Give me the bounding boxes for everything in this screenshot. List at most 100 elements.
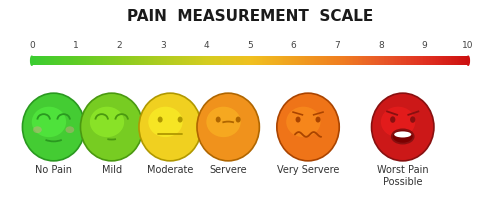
Bar	[98, 56, 100, 65]
Bar	[413, 56, 415, 65]
Bar	[190, 56, 192, 65]
Bar	[360, 56, 362, 65]
Bar	[269, 56, 271, 65]
Bar	[439, 56, 441, 65]
Bar	[154, 56, 156, 65]
Bar	[250, 56, 252, 65]
Bar	[288, 56, 290, 65]
Bar	[466, 56, 467, 65]
Ellipse shape	[22, 93, 85, 161]
Ellipse shape	[236, 117, 240, 123]
Bar	[106, 56, 108, 65]
Bar	[46, 56, 48, 65]
Bar	[365, 56, 367, 65]
Bar	[284, 56, 286, 65]
Bar	[124, 56, 126, 65]
Bar	[279, 56, 281, 65]
Bar	[164, 56, 166, 65]
Bar	[408, 56, 410, 65]
Bar	[102, 56, 103, 65]
Bar	[94, 56, 96, 65]
Bar	[126, 56, 128, 65]
Bar	[456, 56, 458, 65]
Bar	[234, 56, 236, 65]
Bar	[350, 56, 352, 65]
Bar	[406, 56, 407, 65]
Bar	[192, 56, 194, 65]
Bar	[173, 56, 175, 65]
Bar	[247, 56, 249, 65]
Bar	[104, 56, 106, 65]
Text: Mild: Mild	[102, 165, 121, 175]
Bar	[196, 56, 198, 65]
Bar	[204, 56, 206, 65]
Bar	[88, 56, 90, 65]
Bar	[183, 56, 185, 65]
Bar	[397, 56, 399, 65]
Bar	[446, 56, 448, 65]
Text: 0: 0	[29, 41, 34, 50]
Bar	[336, 56, 338, 65]
Bar	[436, 56, 438, 65]
Bar	[322, 56, 323, 65]
Bar	[170, 56, 172, 65]
Bar	[34, 56, 36, 65]
Bar	[348, 56, 350, 65]
Bar	[172, 56, 173, 65]
Ellipse shape	[381, 107, 415, 137]
Text: 2: 2	[116, 41, 122, 50]
Bar	[96, 56, 98, 65]
Bar	[282, 56, 284, 65]
Bar	[140, 56, 141, 65]
Bar	[151, 56, 153, 65]
Ellipse shape	[372, 93, 434, 161]
Bar	[178, 56, 180, 65]
Bar	[292, 56, 294, 65]
Bar	[136, 56, 138, 65]
Bar	[458, 56, 460, 65]
Bar	[376, 56, 378, 65]
Bar	[34, 56, 35, 65]
Bar	[404, 56, 406, 65]
Bar	[452, 56, 454, 65]
Bar	[342, 56, 344, 65]
Bar	[42, 56, 44, 65]
Bar	[295, 56, 297, 65]
Bar	[253, 56, 255, 65]
Bar	[384, 56, 386, 65]
Bar	[92, 56, 94, 65]
Bar	[186, 56, 188, 65]
Bar	[77, 56, 79, 65]
Bar	[98, 56, 99, 65]
Bar	[70, 56, 71, 65]
Bar	[152, 56, 154, 65]
Bar	[222, 56, 224, 65]
Text: 4: 4	[204, 41, 209, 50]
Bar	[464, 56, 466, 65]
Bar	[82, 56, 84, 65]
Bar	[125, 56, 127, 65]
Bar	[386, 56, 387, 65]
Ellipse shape	[394, 131, 411, 137]
Bar	[146, 56, 147, 65]
Bar	[135, 56, 137, 65]
Bar	[242, 56, 243, 65]
Bar	[36, 56, 38, 65]
Bar	[188, 56, 190, 65]
Bar	[174, 56, 176, 65]
Bar	[428, 56, 430, 65]
Bar	[266, 56, 268, 65]
Text: 3: 3	[160, 41, 166, 50]
Text: Moderate: Moderate	[147, 165, 194, 175]
Bar	[212, 56, 214, 65]
Bar	[354, 56, 355, 65]
Bar	[410, 56, 412, 65]
Bar	[434, 56, 435, 65]
Bar	[381, 56, 383, 65]
Bar	[58, 56, 60, 65]
Bar	[450, 56, 452, 65]
Bar	[326, 56, 328, 65]
Ellipse shape	[277, 93, 339, 161]
Bar	[76, 56, 78, 65]
Bar	[290, 56, 291, 65]
